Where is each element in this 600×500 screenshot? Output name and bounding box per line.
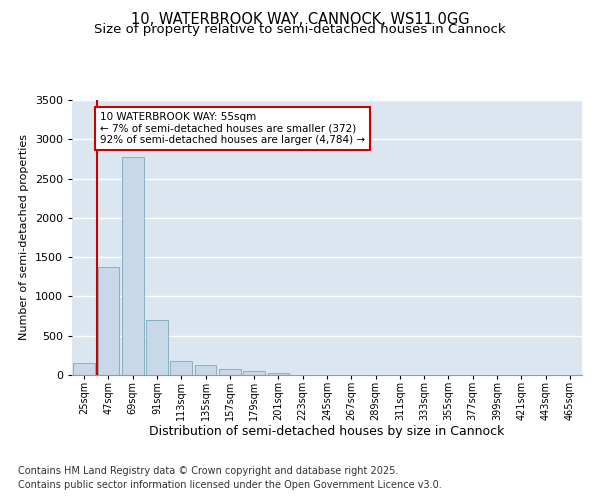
Text: 10 WATERBROOK WAY: 55sqm
← 7% of semi-detached houses are smaller (372)
92% of s: 10 WATERBROOK WAY: 55sqm ← 7% of semi-de… <box>100 112 365 145</box>
Text: Size of property relative to semi-detached houses in Cannock: Size of property relative to semi-detach… <box>94 22 506 36</box>
Bar <box>97 266 119 375</box>
Bar <box>73 363 95 375</box>
Bar <box>122 156 143 375</box>
Bar <box>194 365 217 375</box>
Bar <box>219 369 241 375</box>
Bar <box>170 361 192 375</box>
Text: Contains HM Land Registry data © Crown copyright and database right 2025.: Contains HM Land Registry data © Crown c… <box>18 466 398 476</box>
Bar <box>268 372 289 375</box>
Y-axis label: Number of semi-detached properties: Number of semi-detached properties <box>19 134 29 340</box>
Text: 10, WATERBROOK WAY, CANNOCK, WS11 0GG: 10, WATERBROOK WAY, CANNOCK, WS11 0GG <box>131 12 469 28</box>
X-axis label: Distribution of semi-detached houses by size in Cannock: Distribution of semi-detached houses by … <box>149 426 505 438</box>
Bar <box>243 371 265 375</box>
Bar <box>146 320 168 375</box>
Text: Contains public sector information licensed under the Open Government Licence v3: Contains public sector information licen… <box>18 480 442 490</box>
